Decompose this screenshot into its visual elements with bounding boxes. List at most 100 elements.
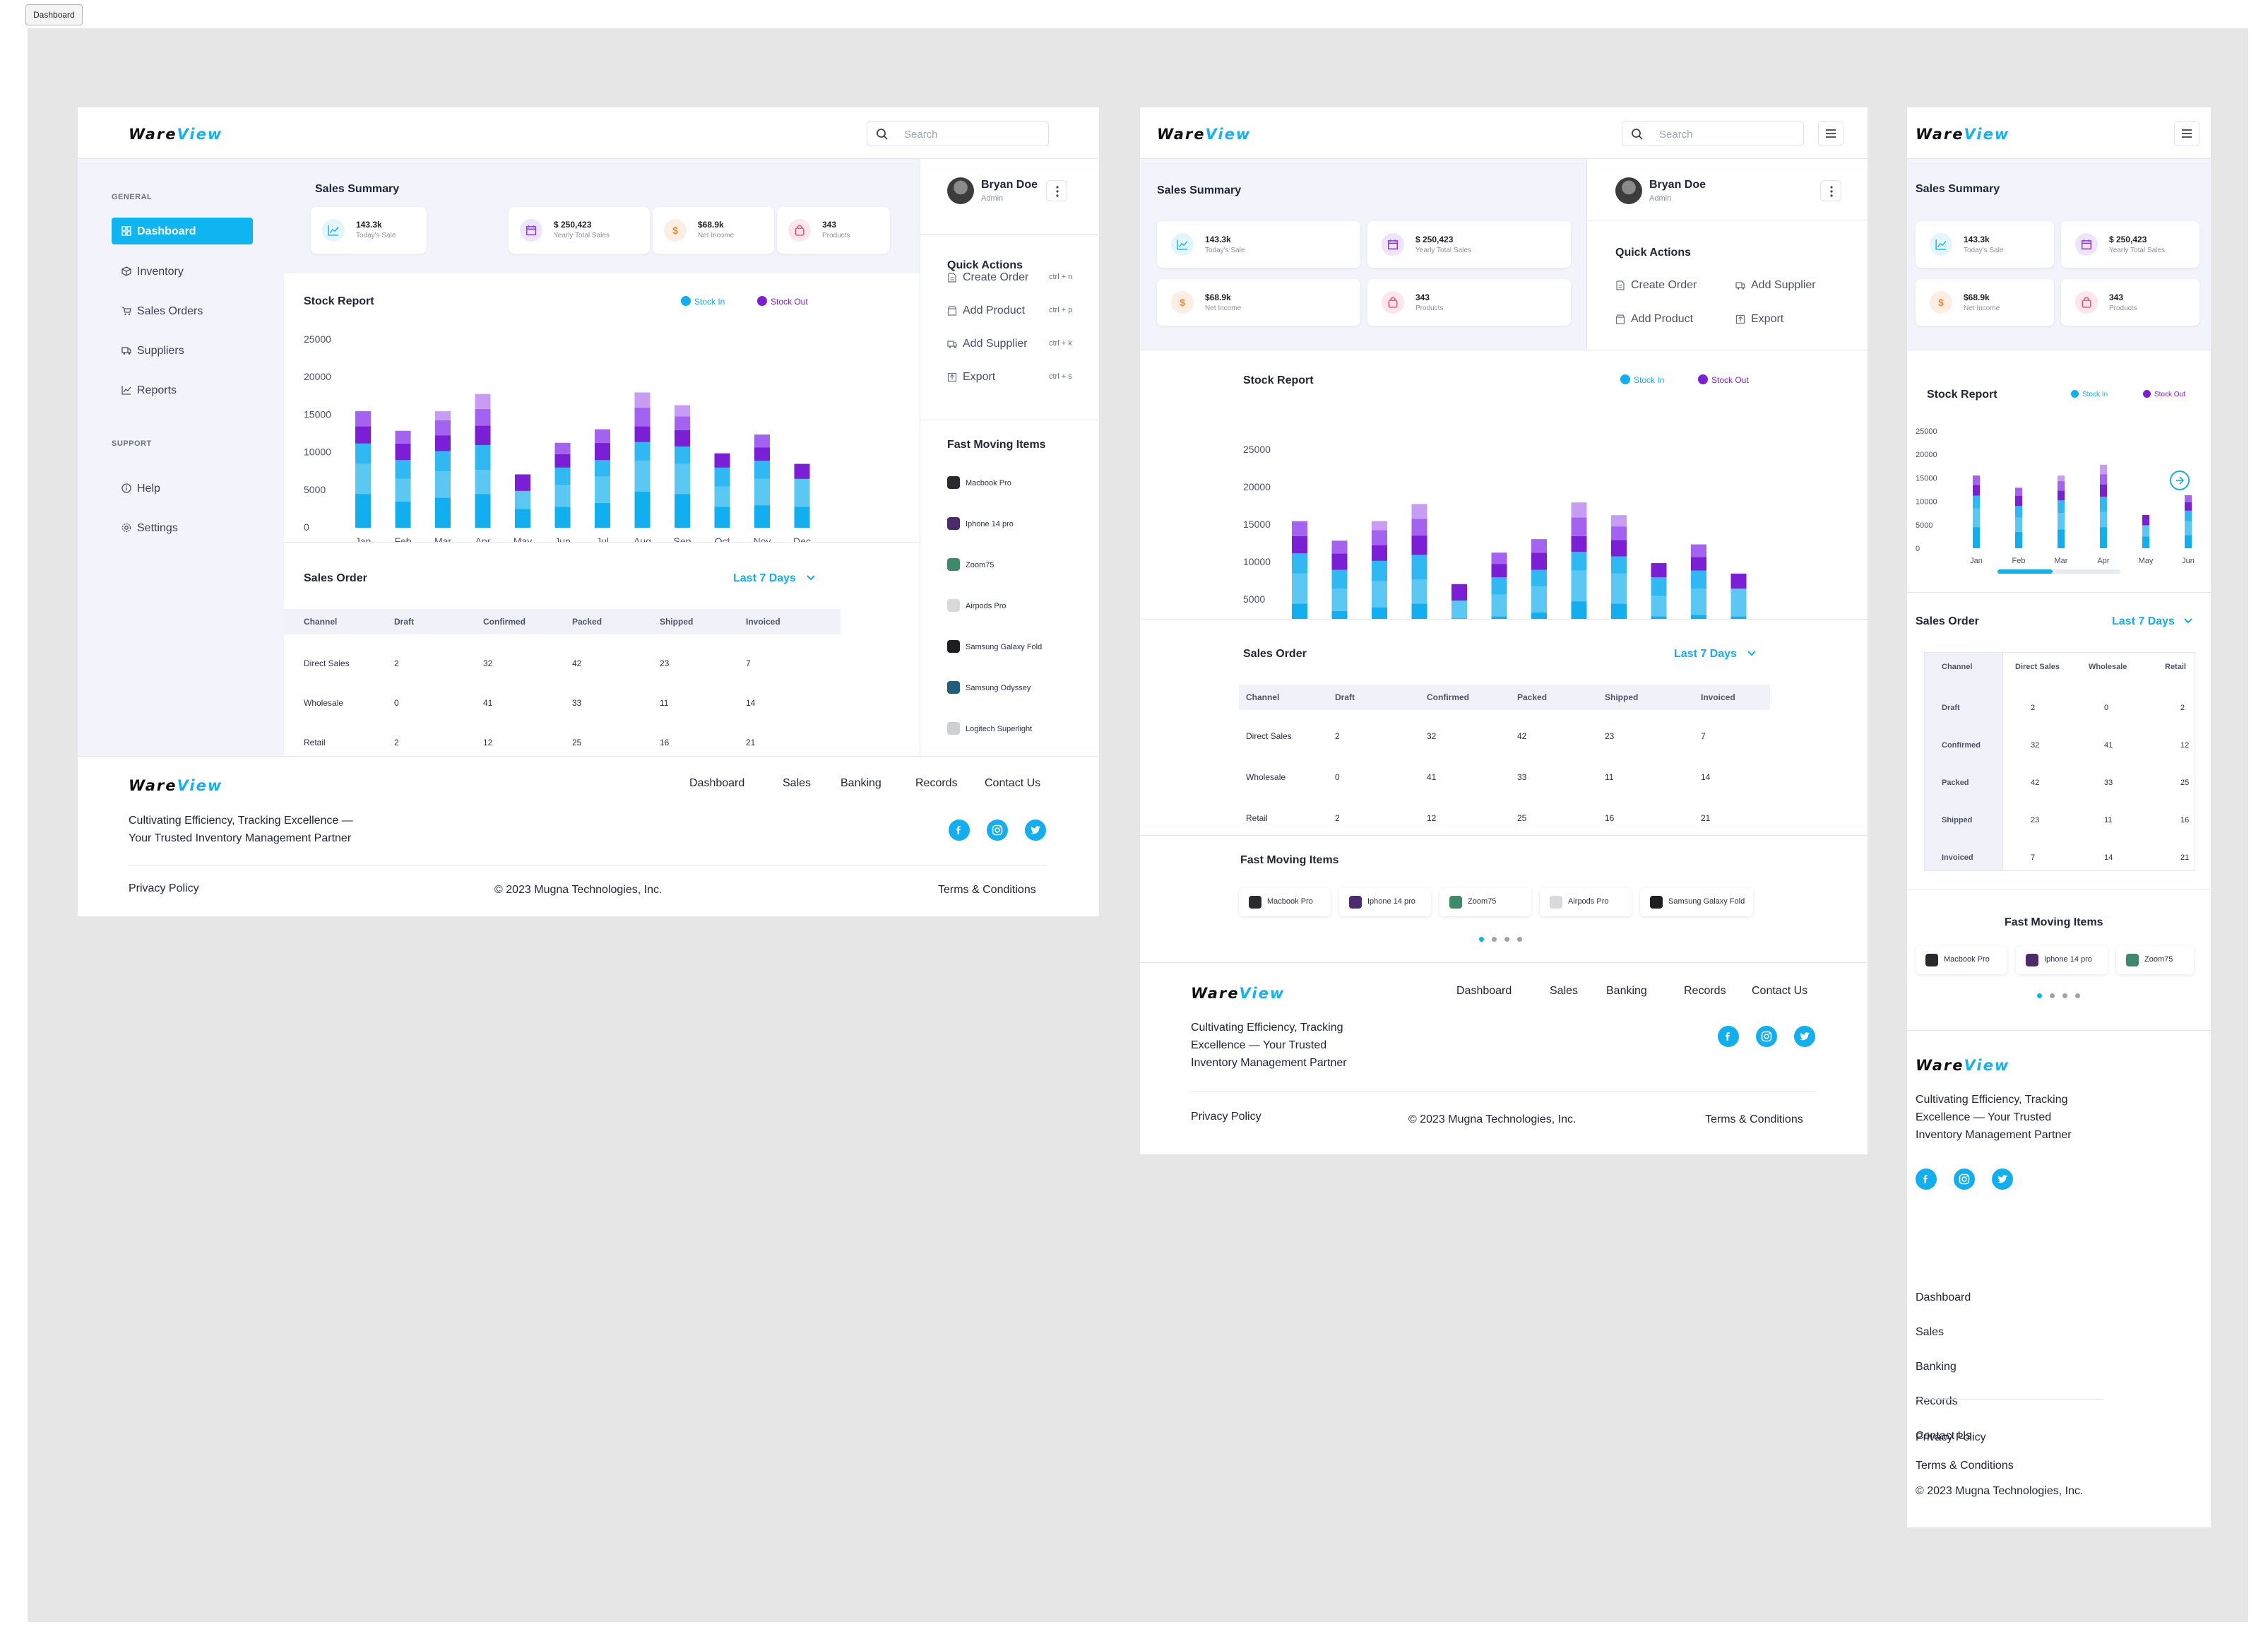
- terms-link[interactable]: Terms & Conditions: [1916, 1460, 2014, 1472]
- bar-apr-0[interactable]: [2100, 527, 2107, 548]
- bar-apr-5[interactable]: [2100, 464, 2107, 475]
- bar-oct-2[interactable]: [1651, 577, 1667, 596]
- bar-jan-2[interactable]: [355, 443, 371, 464]
- bar-mar-5[interactable]: [435, 411, 451, 420]
- bar-apr-4[interactable]: [1411, 519, 1427, 536]
- bar-aug-1[interactable]: [634, 461, 651, 492]
- bar-sep-2[interactable]: [675, 447, 690, 464]
- page-tab[interactable]: Dashboard: [25, 4, 83, 25]
- facebook-link[interactable]: [1718, 1026, 1739, 1047]
- instagram-link[interactable]: [1954, 1169, 1975, 1190]
- bar-apr-5[interactable]: [1411, 504, 1427, 519]
- summary-card-today-s-sale[interactable]: 143.3k Today's Sale: [1916, 221, 2054, 268]
- bar-apr-3[interactable]: [1411, 535, 1427, 555]
- bar-jul-3[interactable]: [595, 442, 610, 461]
- avatar[interactable]: [947, 177, 974, 204]
- bar-mar-4[interactable]: [2058, 481, 2065, 491]
- summary-card-today-s-sale[interactable]: 143.3k Today's Sale: [311, 207, 427, 254]
- bar-jul-2[interactable]: [1531, 569, 1547, 586]
- bar-aug-3[interactable]: [634, 426, 651, 442]
- bar-jan-2[interactable]: [1973, 495, 1980, 509]
- search-input[interactable]: Search: [1622, 121, 1804, 146]
- bar-mar-2[interactable]: [435, 451, 451, 472]
- bar-feb-1[interactable]: [2015, 517, 2022, 532]
- bar-jul-3[interactable]: [1531, 552, 1547, 570]
- bar-mar-5[interactable]: [1372, 521, 1387, 531]
- bar-dec-1[interactable]: [794, 478, 810, 507]
- bar-oct-3[interactable]: [1651, 563, 1667, 578]
- bar-may-3[interactable]: [1451, 584, 1467, 601]
- bar-aug-3[interactable]: [1571, 536, 1587, 552]
- logo[interactable]: WareView: [1916, 126, 2010, 143]
- fast-item[interactable]: Zoom75: [947, 558, 994, 571]
- footer-logo[interactable]: WareView: [129, 777, 223, 794]
- bar-jan-4[interactable]: [355, 411, 371, 427]
- bar-dec-0[interactable]: [794, 507, 810, 528]
- bar-jun-4[interactable]: [1491, 552, 1507, 564]
- footer-link-sales[interactable]: Sales: [1550, 985, 1579, 997]
- bar-sep-3[interactable]: [675, 430, 690, 447]
- facebook-link[interactable]: [1916, 1169, 1937, 1190]
- bar-may-0[interactable]: [515, 509, 530, 528]
- carousel-dot[interactable]: [1504, 937, 1509, 942]
- bar-nov-3[interactable]: [754, 447, 770, 461]
- bar-dec-3[interactable]: [1730, 573, 1747, 589]
- bar-feb-1[interactable]: [395, 478, 411, 502]
- sidebar-item-reports[interactable]: Reports: [112, 377, 253, 403]
- bar-aug-4[interactable]: [1571, 517, 1587, 536]
- bar-may-0[interactable]: [2142, 536, 2149, 548]
- bar-oct-0[interactable]: [714, 507, 730, 528]
- summary-card-products[interactable]: 343 Products: [777, 207, 890, 254]
- bar-sep-0[interactable]: [1611, 603, 1627, 619]
- footer-link-banking[interactable]: Banking: [1606, 985, 1647, 997]
- bar-mar-4[interactable]: [435, 420, 451, 436]
- bar-feb-3[interactable]: [1331, 553, 1348, 570]
- bar-nov-2[interactable]: [1691, 570, 1706, 589]
- footer-link-records[interactable]: Records: [915, 777, 958, 789]
- bar-feb-0[interactable]: [2015, 531, 2022, 548]
- footer-link-banking[interactable]: Banking: [841, 777, 881, 789]
- carousel-dot[interactable]: [2062, 993, 2067, 998]
- range-dropdown[interactable]: Last 7 Days: [2112, 615, 2193, 628]
- privacy-link[interactable]: Privacy Policy: [1191, 1111, 1261, 1123]
- bar-mar-1[interactable]: [1372, 581, 1387, 608]
- bar-jun-2[interactable]: [2185, 510, 2192, 522]
- fast-item[interactable]: Airpods Pro: [947, 599, 1006, 612]
- bar-nov-4[interactable]: [754, 434, 770, 448]
- bar-jun-1[interactable]: [2185, 521, 2192, 536]
- bar-sep-3[interactable]: [1611, 540, 1627, 557]
- bar-jul-0[interactable]: [595, 502, 610, 528]
- bar-nov-1[interactable]: [1691, 589, 1706, 615]
- bar-jan-3[interactable]: [355, 426, 371, 444]
- bar-jan-1[interactable]: [1292, 573, 1307, 604]
- bar-jun-2[interactable]: [1491, 577, 1507, 595]
- bar-feb-2[interactable]: [2015, 506, 2022, 518]
- fast-item-chip[interactable]: Macbook Pro: [1916, 946, 2007, 974]
- footer-link-sales[interactable]: Sales: [783, 777, 812, 789]
- bar-mar-4[interactable]: [1372, 530, 1387, 545]
- bar-aug-4[interactable]: [634, 407, 651, 427]
- summary-card-yearly-total-sales[interactable]: $ 250,423 Yearly Total Sales: [1367, 221, 1571, 268]
- footer-link-dashboard[interactable]: Dashboard: [1456, 985, 1512, 997]
- bar-aug-5[interactable]: [1571, 502, 1587, 518]
- fast-item-chip[interactable]: Iphone 14 pro: [2016, 946, 2108, 974]
- bar-apr-3[interactable]: [2100, 484, 2107, 497]
- bar-jun-3[interactable]: [1491, 564, 1507, 578]
- bar-sep-1[interactable]: [675, 463, 690, 495]
- bar-jan-4[interactable]: [1973, 475, 1980, 485]
- sidebar-item-suppliers[interactable]: Suppliers: [112, 337, 253, 364]
- logo[interactable]: WareView: [129, 126, 223, 143]
- carousel-dot[interactable]: [2037, 993, 2042, 998]
- bar-jan-3[interactable]: [1973, 485, 1980, 496]
- more-button[interactable]: [1046, 180, 1067, 201]
- bar-sep-5[interactable]: [1611, 515, 1627, 527]
- twitter-link[interactable]: [1992, 1169, 2013, 1190]
- bar-jun-1[interactable]: [1491, 594, 1507, 617]
- bar-mar-3[interactable]: [1372, 545, 1387, 561]
- bar-feb-4[interactable]: [1331, 540, 1348, 554]
- bar-apr-4[interactable]: [475, 408, 491, 426]
- fast-item-chip[interactable]: Iphone 14 pro: [1339, 888, 1431, 916]
- bar-jun-4[interactable]: [2185, 495, 2192, 502]
- twitter-link[interactable]: [1794, 1026, 1815, 1047]
- sidebar-item-settings[interactable]: Settings: [112, 514, 253, 541]
